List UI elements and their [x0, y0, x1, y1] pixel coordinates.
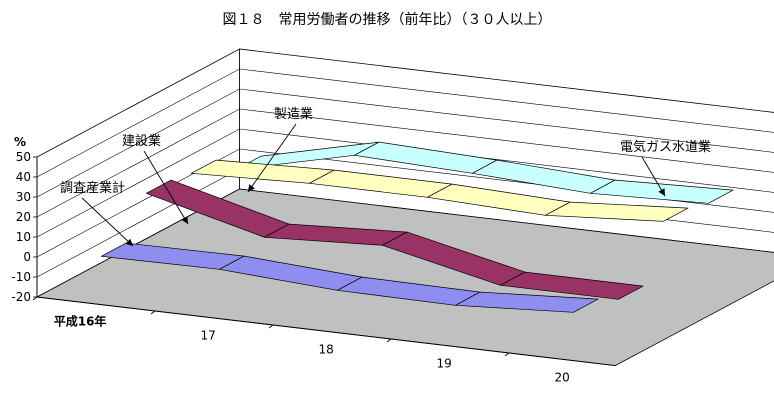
series-label: 電気ガス水道業	[620, 139, 711, 155]
series-leader-arrow	[181, 216, 188, 224]
y-tick-label: 20	[16, 210, 31, 224]
x-tick-label: 平成16年	[54, 313, 107, 328]
x-tick-label: 20	[554, 370, 569, 384]
series-label: 調査産業計	[60, 180, 125, 196]
x-tick-label: 19	[436, 356, 451, 370]
x-tick	[386, 338, 392, 343]
series-leader	[81, 197, 134, 247]
x-tick-label: 18	[318, 342, 333, 356]
gridline	[36, 88, 774, 198]
y-tick-label: 0	[23, 250, 31, 264]
series-leader-arrow	[658, 188, 665, 196]
x-tick	[504, 352, 510, 357]
series-1	[145, 179, 644, 300]
y-tick-label: -20	[11, 290, 31, 304]
x-tick-label: 17	[200, 328, 215, 342]
y-tick-label: 40	[16, 170, 31, 184]
y-tick-label: -10	[11, 270, 31, 284]
series-3	[235, 141, 734, 204]
series-leader-arrow	[248, 184, 255, 192]
series-leader	[641, 156, 666, 197]
x-tick	[32, 296, 38, 301]
chart-axes: 平成16年 17 18 19 20 50 40 30 20 10 0 -10 -20	[11, 150, 616, 384]
y-tick-label: 30	[16, 190, 31, 204]
y-tick-label: 10	[16, 230, 31, 244]
series-label: 製造業	[274, 106, 313, 122]
series-leader	[143, 150, 189, 225]
series-label: 建設業	[122, 133, 161, 149]
chart-title: 図１８ 常用労働者の推移（前年比）（３０人以上）	[223, 11, 552, 28]
y-tick-label: 50	[16, 150, 31, 164]
x-tick	[268, 324, 274, 329]
series-leader-arrow	[125, 238, 133, 246]
data-segment	[500, 271, 644, 300]
chart-series	[100, 141, 734, 313]
x-axis-line	[36, 296, 616, 367]
gridline	[36, 128, 774, 238]
chart-walls	[36, 48, 774, 298]
data-segment	[545, 201, 689, 222]
data-segment	[455, 291, 599, 313]
series-leader	[247, 123, 297, 193]
gridline	[36, 68, 774, 178]
gridline	[36, 108, 774, 218]
y-axis-label: %	[14, 135, 26, 149]
series-0	[100, 242, 599, 313]
x-tick	[150, 310, 156, 315]
series-2	[190, 159, 689, 222]
